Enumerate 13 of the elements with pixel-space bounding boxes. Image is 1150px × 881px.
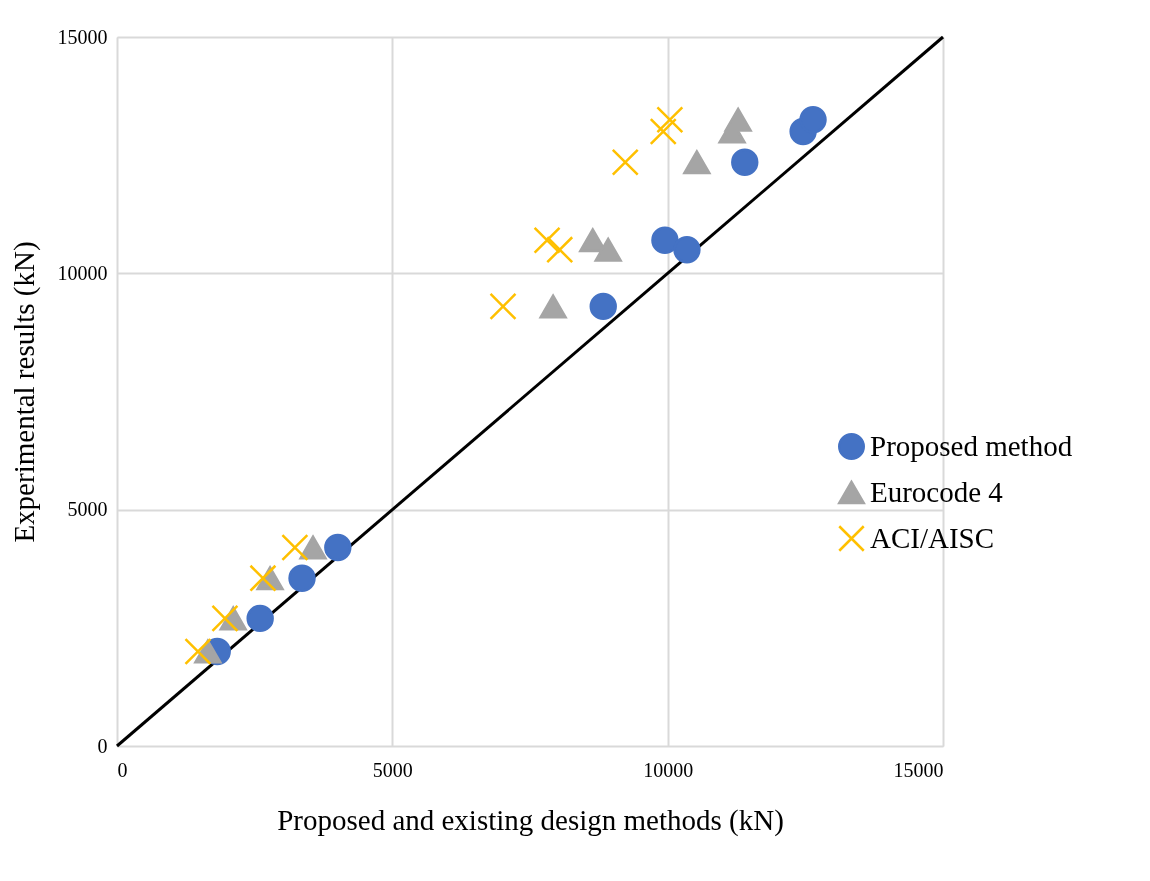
- x-tick-label: 0: [117, 758, 128, 781]
- x-axis-title: Proposed and existing design methods (kN): [277, 803, 784, 837]
- x-tick-label: 15000: [893, 758, 944, 781]
- x-tick-label: 5000: [372, 758, 413, 781]
- y-axis-title: Experimental results (kN): [7, 241, 41, 543]
- legend-label: ACI/AISC: [870, 521, 995, 554]
- y-tick-label: 10000: [57, 261, 108, 284]
- y-tick-label: 0: [97, 734, 108, 757]
- x-tick-label: 10000: [643, 758, 694, 781]
- legend-label: Eurocode 4: [870, 475, 1004, 508]
- y-tick-label: 15000: [57, 25, 108, 48]
- y-tick-label: 5000: [67, 498, 108, 521]
- legend-label: Proposed method: [870, 429, 1073, 462]
